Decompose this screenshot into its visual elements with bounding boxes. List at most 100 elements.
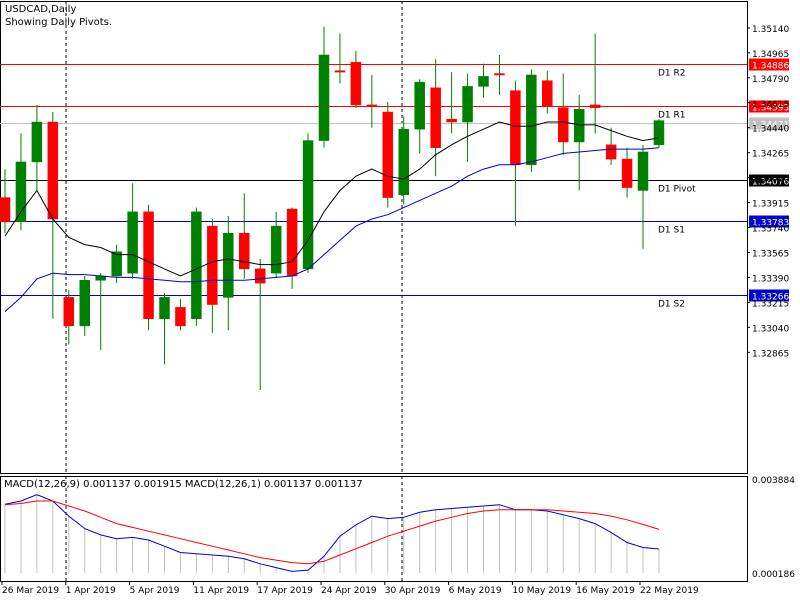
candle-up — [79, 280, 90, 327]
candle-up — [15, 161, 27, 223]
candle-up — [398, 128, 409, 195]
date-tick-label: 11 Apr 2019 — [193, 586, 249, 596]
ma-short-line — [4, 121, 659, 277]
macd-indicator — [4, 494, 660, 573]
candle-up — [191, 211, 202, 320]
candle-down — [382, 111, 394, 198]
price-tick-label: 1.33740 — [752, 225, 789, 235]
candle-down — [334, 70, 346, 73]
symbol-label: USDCAD,Daily — [5, 4, 77, 15]
candle-down — [558, 107, 569, 143]
level-price-tag — [749, 174, 789, 187]
macd-main-line — [4, 494, 659, 572]
candle-up — [223, 232, 234, 298]
candle-up — [127, 211, 138, 274]
candle-down — [350, 61, 362, 106]
candle-up — [31, 121, 43, 163]
level-price-tag — [749, 215, 789, 228]
level-price-tag — [749, 100, 789, 113]
moving-averages — [4, 121, 659, 312]
price-tick-label: 1.34440 — [752, 125, 789, 135]
price-tick-label: 1.33215 — [752, 299, 789, 309]
candle-down — [143, 211, 154, 320]
price-tick-label: 1.33915 — [752, 200, 789, 210]
candle-up — [159, 297, 170, 320]
candle-down — [207, 225, 218, 305]
candle-down — [0, 197, 11, 223]
candle-down — [175, 307, 186, 327]
candle-down — [366, 104, 378, 107]
ma-long-line — [4, 147, 659, 312]
price-tick-label: 1.34090 — [752, 175, 789, 185]
date-tick-label: 24 Apr 2019 — [321, 586, 377, 596]
candle-down — [446, 118, 457, 123]
candle-down — [286, 208, 298, 277]
candle-down — [510, 90, 521, 166]
candle-up — [653, 120, 665, 146]
candle-down — [430, 87, 441, 148]
date-tick-label: 26 Mar 2019 — [2, 586, 59, 596]
level-price-tag-label: 1.34471 — [752, 121, 789, 131]
date-tick-label: 16 May 2019 — [576, 586, 635, 596]
candle-down — [621, 158, 633, 188]
macd-signal-line — [4, 500, 660, 565]
main-panel-border — [0, 1, 748, 474]
price-tick-label: 1.33390 — [752, 274, 789, 284]
level-price-tag-label: 1.33783 — [752, 219, 789, 229]
price-tick-label: 1.33565 — [752, 249, 789, 259]
date-tick-label: 5 Apr 2019 — [130, 586, 180, 596]
level-label: D1 R1 — [658, 111, 686, 121]
price-tick-label: 1.35140 — [752, 25, 789, 35]
candle-down — [605, 144, 617, 160]
candle-up — [478, 76, 489, 87]
date-tick-label: 10 May 2019 — [512, 586, 571, 596]
candle-up — [462, 86, 473, 123]
macd-panel-border — [0, 476, 748, 582]
candle-up — [111, 251, 122, 277]
macd-tick-label: 0.003884 — [752, 476, 795, 486]
candle-up — [637, 151, 649, 191]
candle-down — [63, 297, 75, 327]
level-price-tag-label: 1.34886 — [752, 62, 789, 72]
chart-frame — [0, 1, 748, 582]
candle-down — [254, 268, 266, 284]
candle-up — [318, 54, 330, 141]
candle-up — [526, 74, 537, 166]
date-tick-label: 1 Apr 2019 — [66, 586, 116, 596]
price-tick-label: 1.34265 — [752, 150, 789, 160]
level-label: D1 R2 — [658, 69, 686, 79]
level-price-tag — [749, 117, 789, 130]
candle-down — [542, 80, 553, 107]
macd-label: MACD(12,26,9) 0.001137 0.001915 MACD(12,… — [4, 479, 363, 490]
candle-down — [494, 73, 505, 76]
candles — [0, 26, 665, 391]
candle-up — [414, 81, 425, 130]
candle-down — [47, 121, 59, 220]
level-label: D1 Pivot — [658, 185, 696, 195]
level-label: D1 S1 — [658, 226, 685, 236]
price-tick-label: 1.32865 — [752, 349, 789, 359]
level-label: D1 S2 — [658, 300, 685, 310]
candle-up — [573, 108, 585, 143]
level-price-tag-label: 1.34593 — [752, 104, 789, 114]
candle-down — [589, 104, 601, 109]
pivot-subtitle: Showing Daily Pivots. — [5, 17, 113, 28]
level-price-tag — [749, 58, 789, 71]
chart-axes: 1.35140 1.34965 1.34790 1.34615 1.34440 1.342… — [1, 25, 795, 596]
date-tick-label: 17 Apr 2019 — [257, 586, 313, 596]
date-tick-label: 6 May 2019 — [449, 586, 502, 596]
level-price-tag-label: 1.34076 — [752, 178, 789, 188]
price-tick-label: 1.34615 — [752, 100, 789, 110]
candle-down — [239, 232, 250, 270]
date-tick-label: 30 Apr 2019 — [385, 586, 441, 596]
level-price-tag — [749, 289, 789, 302]
date-tick-label: 22 May 2019 — [640, 586, 699, 596]
candle-up — [270, 225, 282, 274]
level-price-tag-label: 1.33266 — [752, 293, 789, 303]
price-tick-label: 1.34965 — [752, 50, 789, 60]
price-tick-label: 1.34790 — [752, 75, 789, 85]
macd-tick-label: 0.000186 — [752, 570, 795, 580]
candle-up — [302, 140, 314, 270]
price-tick-label: 1.33040 — [752, 324, 789, 334]
